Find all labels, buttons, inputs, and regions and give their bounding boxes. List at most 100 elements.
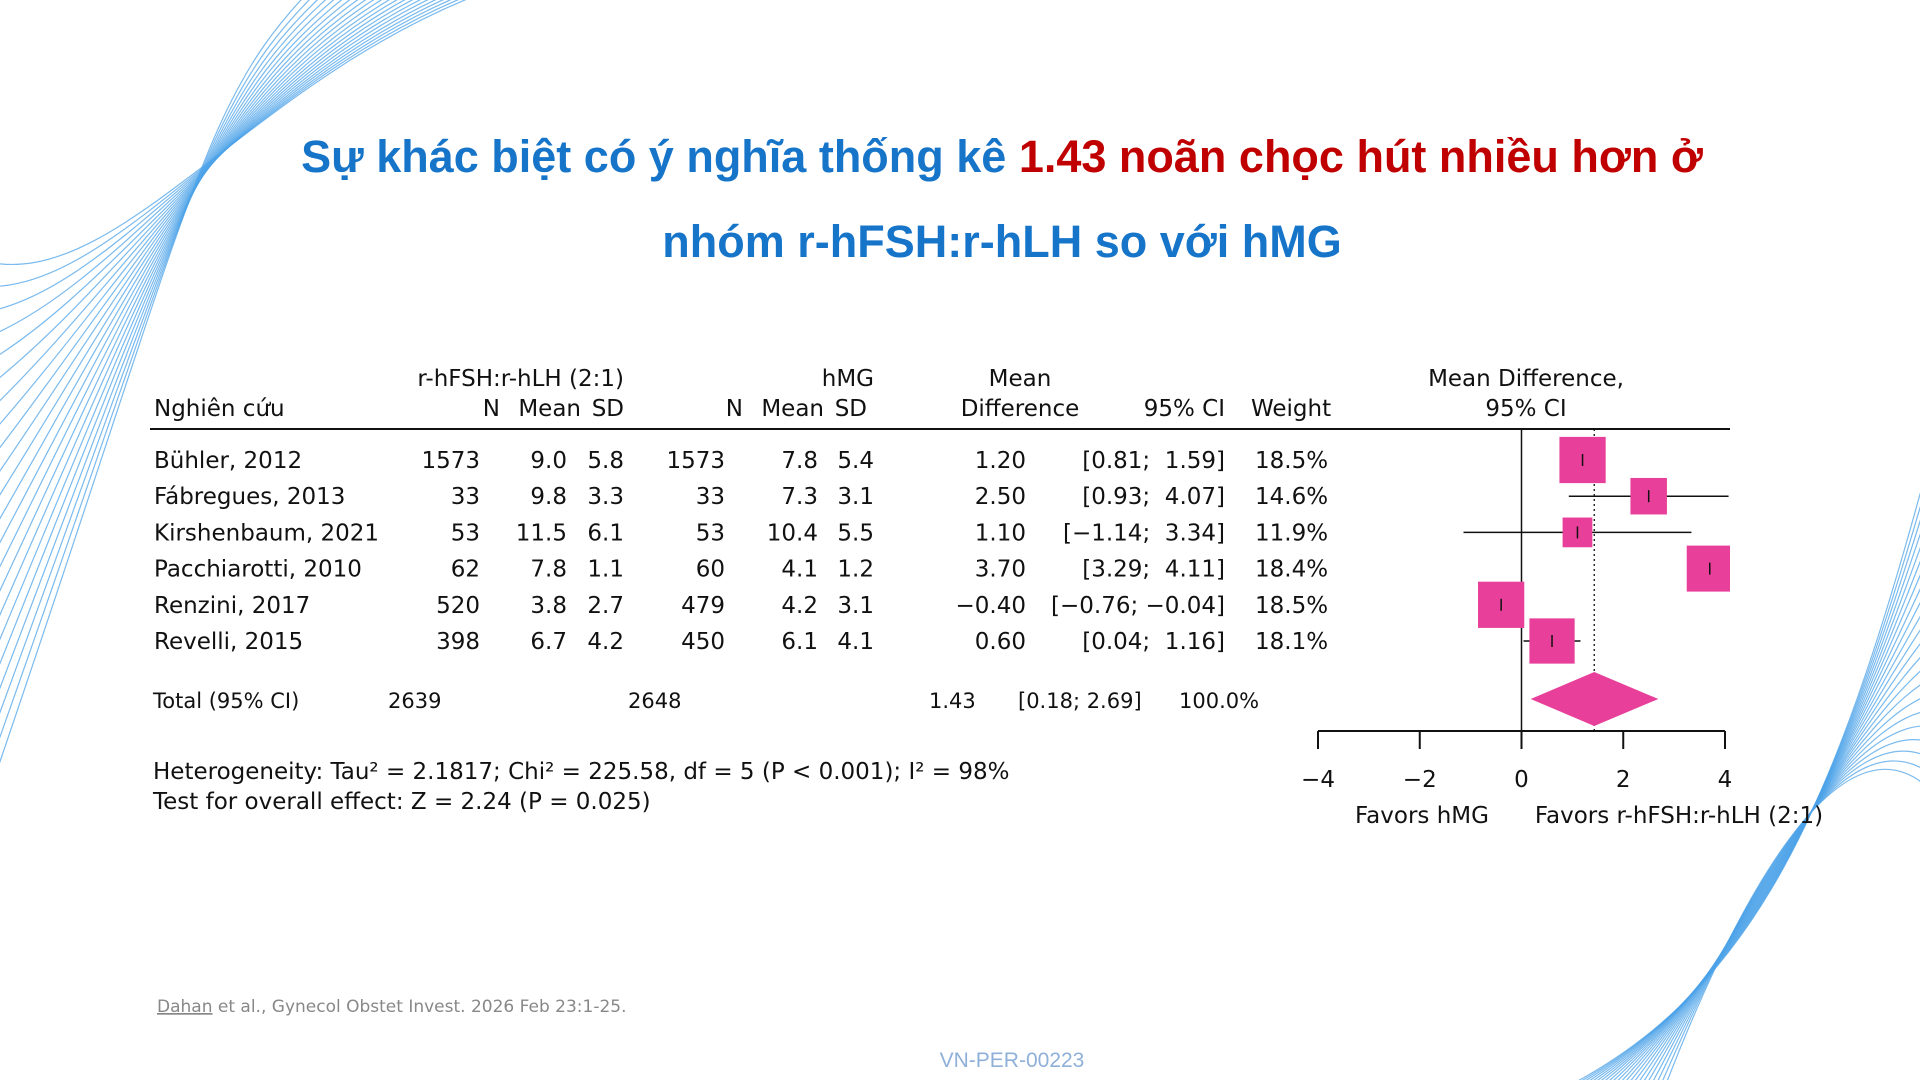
sd2: 5.4 xyxy=(837,448,874,474)
n2: 479 xyxy=(681,593,725,619)
sd1: 5.8 xyxy=(587,448,624,474)
mean2: 6.1 xyxy=(781,629,818,655)
sd2: 3.1 xyxy=(837,593,874,619)
decor-curve xyxy=(0,0,343,641)
heterogeneity: Heterogeneity: Tau² = 2.1817; Chi² = 225… xyxy=(153,759,1010,785)
title-line-2: nhóm r-hFSH:r-hLH so với hMG xyxy=(662,216,1341,267)
ci: [−0.76; −0.04] xyxy=(1051,593,1225,619)
header-n: N xyxy=(726,396,743,422)
decor-curve xyxy=(0,0,367,568)
x-label-right: Favors r-hFSH:r-hLH (2:1) xyxy=(1535,803,1823,829)
study-name: Pacchiarotti, 2010 xyxy=(154,557,362,583)
footnote: Dahan et al., Gynecol Obstet Invest. 202… xyxy=(157,997,627,1017)
mean2: 7.8 xyxy=(781,448,818,474)
total-diamond xyxy=(1530,672,1659,726)
total-md: 1.43 xyxy=(929,689,976,713)
mean1: 9.8 xyxy=(530,484,567,510)
mean2: 4.2 xyxy=(781,593,818,619)
n1: 1573 xyxy=(421,448,480,474)
sd2: 1.2 xyxy=(837,557,874,583)
title-highlight: 1.43 noãn chọc hút nhiều hơn ở xyxy=(1019,131,1703,182)
decor-curve xyxy=(0,0,414,425)
total-name: Total (95% CI) xyxy=(152,689,299,713)
study-name: Bühler, 2012 xyxy=(154,448,302,474)
md: 1.10 xyxy=(975,520,1026,546)
md: 3.70 xyxy=(975,557,1026,583)
title-lead: Sự khác biệt có ý nghĩa thống kê xyxy=(301,131,1006,182)
header-weight: Weight xyxy=(1251,396,1331,422)
ci: [3.29; 4.11] xyxy=(1082,557,1225,583)
n2: 1573 xyxy=(666,448,725,474)
x-tick-label: 4 xyxy=(1718,767,1733,793)
header-sd: SD xyxy=(592,396,624,422)
decor-curve xyxy=(1596,560,1920,1080)
weight: 11.9% xyxy=(1255,520,1328,546)
md: 2.50 xyxy=(975,484,1026,510)
md: −0.40 xyxy=(956,593,1026,619)
n2: 450 xyxy=(681,629,725,655)
decor-curve xyxy=(1666,769,1920,1080)
n1: 62 xyxy=(451,557,480,583)
n2: 33 xyxy=(696,484,725,510)
overall-effect: Test for overall effect: Z = 2.24 (P = 0… xyxy=(152,789,651,815)
weight: 14.6% xyxy=(1255,484,1328,510)
decor-curve xyxy=(1657,750,1920,1080)
footnote-citation: et al., Gynecol Obstet Invest. 2026 Feb … xyxy=(218,997,627,1017)
n1: 33 xyxy=(451,484,480,510)
x-tick-label: 2 xyxy=(1616,767,1631,793)
sd1: 4.2 xyxy=(587,629,624,655)
x-label-left: Favors hMG xyxy=(1355,803,1489,829)
total-n1: 2639 xyxy=(388,689,441,713)
header-study: Nghiên cứu xyxy=(154,396,285,422)
sd2: 4.1 xyxy=(837,629,874,655)
weight: 18.4% xyxy=(1255,557,1328,583)
sd1: 2.7 xyxy=(587,593,624,619)
ci: [0.04; 1.16] xyxy=(1082,629,1225,655)
study-name: Fábregues, 2013 xyxy=(154,484,345,510)
decor-curve xyxy=(1662,760,1920,1080)
decor-curve xyxy=(0,0,422,402)
md: 1.20 xyxy=(975,448,1026,474)
decor-curve xyxy=(1630,670,1920,1080)
header-md: Mean xyxy=(989,366,1052,392)
header-mean: Mean xyxy=(761,396,824,422)
header-md: Difference xyxy=(961,396,1080,422)
header-group2: hMG xyxy=(822,366,874,392)
x-tick-label: −2 xyxy=(1403,767,1437,793)
md: 0.60 xyxy=(975,629,1026,655)
mean2: 10.4 xyxy=(767,520,818,546)
total-ci: [0.18; 2.69] xyxy=(1018,689,1142,713)
header-plot: Mean Difference, xyxy=(1428,366,1624,392)
sd1: 3.3 xyxy=(587,484,624,510)
sd2: 5.5 xyxy=(837,520,874,546)
ci: [0.81; 1.59] xyxy=(1082,448,1225,474)
decor-curve xyxy=(1626,656,1920,1080)
n1: 53 xyxy=(451,520,480,546)
total-n2: 2648 xyxy=(628,689,681,713)
n2: 53 xyxy=(696,520,725,546)
sd1: 6.1 xyxy=(587,520,624,546)
decor-curve xyxy=(0,0,398,472)
study-name: Revelli, 2015 xyxy=(154,629,303,655)
weight: 18.1% xyxy=(1255,629,1328,655)
document-code: VN-PER-00223 xyxy=(940,1049,1085,1072)
study-name: Renzini, 2017 xyxy=(154,593,310,619)
header-n: N xyxy=(483,396,500,422)
mean1: 9.0 xyxy=(530,448,567,474)
ci: [0.93; 4.07] xyxy=(1082,484,1225,510)
header-mean: Mean xyxy=(518,396,581,422)
weight: 18.5% xyxy=(1255,448,1328,474)
mean1: 11.5 xyxy=(516,520,567,546)
study-name: Kirshenbaum, 2021 xyxy=(154,520,379,546)
footnote-author: Dahan xyxy=(157,997,212,1017)
decor-curve xyxy=(0,0,429,379)
header-sd: SD xyxy=(835,396,867,422)
weight: 18.5% xyxy=(1255,593,1328,619)
total-weight: 100.0% xyxy=(1179,689,1259,713)
header-group1: r-hFSH:r-hLH (2:1) xyxy=(417,366,624,392)
n2: 60 xyxy=(696,557,725,583)
mean2: 4.1 xyxy=(781,557,818,583)
sd1: 1.1 xyxy=(587,557,624,583)
decor-curve xyxy=(1589,533,1920,1080)
